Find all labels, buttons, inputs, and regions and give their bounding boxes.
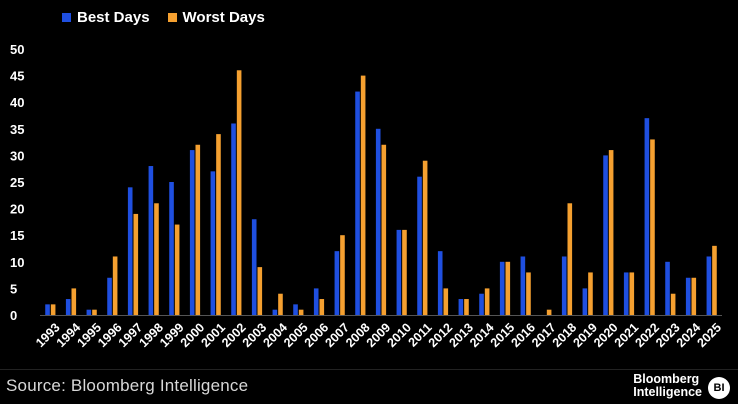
y-tick-label: 50 [10, 42, 24, 57]
y-tick-label: 15 [10, 228, 24, 243]
bar-best-days [665, 261, 670, 315]
bar-chart: 0510152025303540455019931994199519961997… [10, 42, 724, 350]
bar-worst-days [464, 299, 469, 315]
bar-worst-days [691, 277, 697, 315]
bloomberg-intelligence-logo: Bloomberg Intelligence [633, 373, 702, 399]
bar-best-days [169, 182, 174, 315]
y-tick-label: 35 [10, 122, 24, 137]
bar-worst-days [50, 304, 56, 315]
bar-worst-days [340, 235, 345, 315]
bar-worst-days [650, 139, 655, 315]
y-tick-label: 0 [10, 308, 17, 323]
bar-worst-days [567, 203, 573, 315]
bar-worst-days [133, 213, 139, 315]
bar-best-days [251, 219, 257, 315]
bar-worst-days [92, 309, 97, 315]
bar-best-days [603, 155, 608, 315]
bar-best-days [396, 229, 402, 315]
bar-best-days [272, 309, 278, 315]
bar-best-days [148, 166, 154, 315]
bar-best-days [127, 187, 133, 315]
legend-item-best-days: Best Days [62, 9, 150, 26]
bar-best-days [644, 118, 650, 315]
bar-best-days [86, 309, 92, 315]
bar-best-days [293, 304, 298, 315]
y-tick-label: 5 [10, 281, 17, 296]
bar-best-days [685, 277, 691, 315]
bar-worst-days [278, 293, 283, 315]
y-tick-label: 45 [10, 69, 24, 84]
bar-worst-days [484, 288, 490, 315]
bar-worst-days [526, 272, 531, 315]
bar-best-days [623, 272, 629, 315]
bar-best-days [458, 299, 464, 315]
bar-worst-days [588, 272, 593, 315]
bar-best-days [45, 304, 50, 315]
legend: Best Days Worst Days [62, 9, 265, 26]
bar-best-days [107, 277, 112, 315]
bar-worst-days [195, 144, 201, 315]
bar-worst-days [236, 70, 242, 315]
bar-best-days [706, 256, 712, 315]
legend-item-worst-days: Worst Days [167, 9, 265, 26]
bar-worst-days [670, 293, 676, 315]
source-note: Source: Bloomberg Intelligence [6, 376, 249, 395]
y-tick-label: 30 [10, 148, 24, 163]
bar-best-days [231, 123, 236, 315]
bar-best-days [375, 128, 381, 315]
bar-worst-days [71, 288, 77, 315]
bar-worst-days [319, 299, 325, 315]
legend-label-worst: Worst Days [182, 9, 265, 26]
bar-worst-days [629, 272, 635, 315]
bar-worst-days [381, 144, 387, 315]
bar-worst-days [443, 288, 449, 315]
bar-best-days [479, 293, 484, 315]
bar-best-days [210, 171, 216, 315]
bar-worst-days [216, 134, 221, 315]
y-tick-label: 25 [10, 175, 24, 190]
y-tick-label: 10 [10, 255, 24, 270]
bar-worst-days [298, 309, 304, 315]
y-tick-label: 40 [10, 95, 24, 110]
brand-line-1: Bloomberg [633, 372, 700, 386]
brand-line-2: Intelligence [633, 385, 702, 399]
bar-best-days [561, 256, 567, 315]
legend-label-best: Best Days [77, 9, 150, 26]
bar-worst-days [422, 160, 428, 315]
bar-best-days [437, 251, 443, 315]
bi-logo-icon: BI [708, 377, 730, 399]
bar-best-days [355, 91, 360, 315]
bar-best-days [313, 288, 319, 315]
bar-best-days [417, 176, 422, 315]
footer-divider [0, 369, 738, 370]
bar-best-days [499, 261, 505, 315]
legend-swatch-worst [167, 13, 177, 22]
bar-best-days [520, 256, 526, 315]
bar-worst-days [712, 245, 717, 315]
bar-worst-days [112, 256, 118, 315]
y-tick-label: 20 [10, 202, 24, 217]
legend-swatch-best [62, 13, 71, 22]
bar-worst-days [402, 229, 407, 315]
bar-worst-days [360, 75, 366, 315]
bar-worst-days [257, 267, 263, 315]
bar-best-days [65, 299, 71, 315]
bar-best-days [189, 150, 195, 315]
bar-best-days [582, 288, 588, 315]
bar-worst-days [154, 203, 159, 315]
x-tick-label: 2025 [694, 320, 724, 350]
bar-worst-days [608, 150, 614, 315]
bar-best-days [334, 251, 340, 315]
bar-worst-days [505, 261, 511, 315]
bar-worst-days [174, 224, 180, 315]
bar-worst-days [546, 309, 552, 315]
